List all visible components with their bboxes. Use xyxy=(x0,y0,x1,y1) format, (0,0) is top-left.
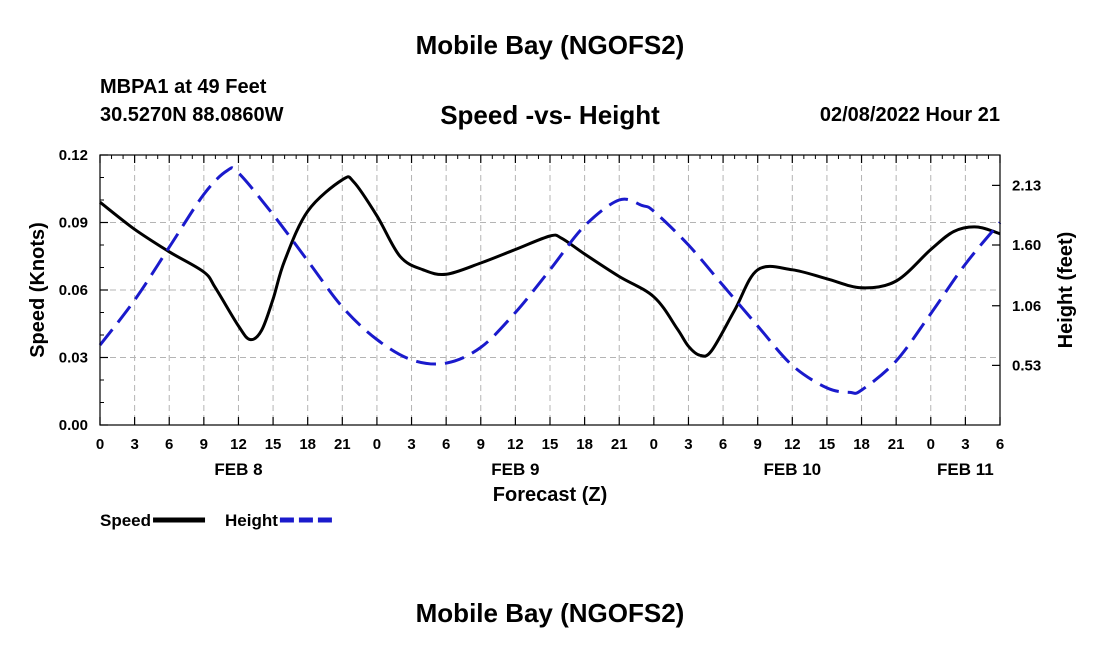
y2-tick-label: 1.06 xyxy=(1012,298,1041,315)
x-tick-label: 21 xyxy=(611,436,628,453)
x-tick-label: 9 xyxy=(477,436,485,453)
x-tick-label: 0 xyxy=(96,436,104,453)
x-tick-label: 12 xyxy=(784,436,801,453)
y2-tick-label: 2.13 xyxy=(1012,177,1041,194)
height-legend-label: Height xyxy=(225,511,278,530)
x-tick-label: 15 xyxy=(542,436,559,453)
x-tick-label: 3 xyxy=(684,436,692,453)
station-name: MBPA1 at 49 Feet xyxy=(100,76,267,98)
day-label: FEB 11 xyxy=(937,460,994,479)
x-tick-label: 18 xyxy=(299,436,316,453)
x-tick-label: 15 xyxy=(819,436,836,453)
second-chart-title: Mobile Bay (NGOFS2) xyxy=(415,598,685,628)
day-label: FEB 8 xyxy=(214,460,262,479)
y-tick-label: 0.06 xyxy=(59,282,88,299)
x-tick-label: 3 xyxy=(961,436,969,453)
x-tick-label: 12 xyxy=(507,436,524,453)
chart-subtitle: Speed -vs- Height xyxy=(440,100,660,130)
speed-series-line xyxy=(99,175,1001,358)
x-tick-label: 3 xyxy=(130,436,138,453)
y-tick-label: 0.03 xyxy=(59,350,88,367)
x-tick-label: 9 xyxy=(754,436,762,453)
x-tick-label: 6 xyxy=(996,436,1004,453)
y-tick-label: 0.09 xyxy=(59,215,88,232)
chart-title: Mobile Bay (NGOFS2) xyxy=(415,30,685,60)
x-tick-label: 0 xyxy=(927,436,935,453)
forecast-date: 02/08/2022 Hour 21 xyxy=(819,104,1000,126)
x-tick-label: 15 xyxy=(265,436,282,453)
grid xyxy=(100,155,1000,425)
speed-legend-label: Speed xyxy=(100,511,151,530)
x-tick-label: 18 xyxy=(576,436,593,453)
x-tick-label: 6 xyxy=(442,436,450,453)
y-axis-label: Speed (Knots) xyxy=(27,222,49,358)
x-tick-label: 9 xyxy=(200,436,208,453)
x-tick-label: 18 xyxy=(853,436,870,453)
station-coordinates: 30.5270N 88.0860W xyxy=(100,104,284,126)
y2-tick-label: 1.60 xyxy=(1012,237,1041,254)
x-tick-label: 0 xyxy=(373,436,381,453)
y-tick-label: 0.00 xyxy=(59,417,88,434)
x-tick-label: 12 xyxy=(230,436,247,453)
plot-series xyxy=(98,166,1002,395)
axes: 0 3 6 9 12 15 18 21 0 3 6 9 12 15 18 21 0 3 6 9 12 15 18 21 0 3 6F… xyxy=(59,147,1041,479)
x-tick-label: 21 xyxy=(888,436,905,453)
y2-axis-label: Height (feet) xyxy=(1055,232,1077,349)
y2-tick-label: 0.53 xyxy=(1012,357,1041,374)
day-label: FEB 10 xyxy=(763,460,821,479)
height-series-line xyxy=(98,166,1002,395)
day-label: FEB 9 xyxy=(491,460,539,479)
y-tick-label: 0.12 xyxy=(59,147,88,164)
x-tick-label: 6 xyxy=(719,436,727,453)
x-tick-label: 6 xyxy=(165,436,173,453)
x-axis-label: Forecast (Z) xyxy=(493,484,607,506)
x-tick-label: 3 xyxy=(407,436,415,453)
x-tick-label: 21 xyxy=(334,436,351,453)
legend: Speed Height xyxy=(100,511,332,530)
x-tick-label: 0 xyxy=(650,436,658,453)
